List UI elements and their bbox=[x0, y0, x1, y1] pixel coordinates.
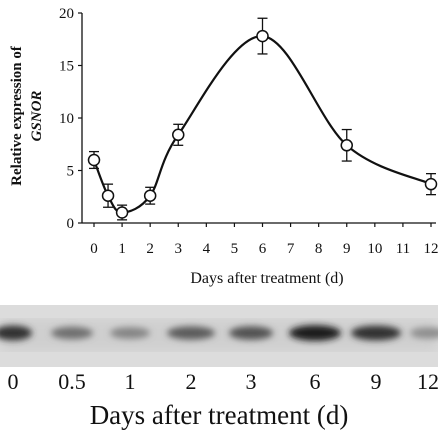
lane-label: 0.5 bbox=[58, 369, 86, 394]
lane-label: 6 bbox=[310, 369, 321, 394]
blot-band bbox=[229, 326, 273, 340]
data-point bbox=[341, 140, 352, 151]
data-points bbox=[89, 31, 437, 218]
y-tick-label: 10 bbox=[59, 111, 74, 127]
data-point bbox=[89, 155, 100, 166]
blot-x-axis-label: Days after treatment (d) bbox=[90, 400, 349, 430]
data-point bbox=[145, 190, 156, 201]
y-tick-labels: 0 5 10 15 20 bbox=[59, 6, 74, 232]
blot-band bbox=[289, 325, 341, 341]
error-bars bbox=[89, 18, 436, 220]
lane-label: 12 bbox=[417, 369, 438, 394]
y-tick-label: 20 bbox=[59, 6, 74, 22]
x-tick-label: 0 bbox=[90, 241, 98, 257]
y-axis-label-gene: GSNOR bbox=[29, 91, 45, 142]
lane-label: 0 bbox=[8, 369, 19, 394]
lane-label: 9 bbox=[371, 369, 382, 394]
data-point bbox=[103, 190, 114, 201]
blot-band bbox=[110, 327, 150, 339]
x-tick-label: 7 bbox=[287, 241, 295, 257]
x-tick-label: 9 bbox=[343, 241, 351, 257]
y-tick-label: 0 bbox=[67, 216, 75, 232]
data-point bbox=[426, 179, 437, 190]
data-point bbox=[117, 207, 128, 218]
y-tick-label: 15 bbox=[59, 59, 74, 75]
x-tick-label: 5 bbox=[231, 241, 239, 257]
y-tick-label: 5 bbox=[67, 164, 75, 180]
x-tick-label: 4 bbox=[203, 241, 211, 257]
x-tick-label: 12 bbox=[424, 241, 438, 257]
blot-band bbox=[167, 326, 215, 339]
y-axis-label: Relative expression of bbox=[9, 45, 25, 186]
data-point bbox=[173, 129, 184, 140]
x-tick-label: 6 bbox=[259, 241, 267, 257]
data-point bbox=[257, 31, 268, 42]
x-tick-label: 2 bbox=[146, 241, 154, 257]
x-axis-label: Days after treatment (d) bbox=[190, 270, 343, 287]
x-tick-label: 1 bbox=[118, 241, 126, 257]
y-axis bbox=[78, 13, 82, 223]
series-line bbox=[94, 36, 431, 212]
x-tick-label: 8 bbox=[315, 241, 323, 257]
lane-label: 2 bbox=[186, 369, 197, 394]
blot-band bbox=[51, 327, 93, 339]
blot-band bbox=[351, 326, 401, 341]
x-axis bbox=[82, 223, 436, 227]
x-tick-label: 10 bbox=[367, 241, 382, 257]
lane-label: 1 bbox=[125, 369, 136, 394]
lane-label: 3 bbox=[246, 369, 257, 394]
x-tick-label: 3 bbox=[175, 241, 183, 257]
x-tick-label: 11 bbox=[396, 241, 410, 257]
